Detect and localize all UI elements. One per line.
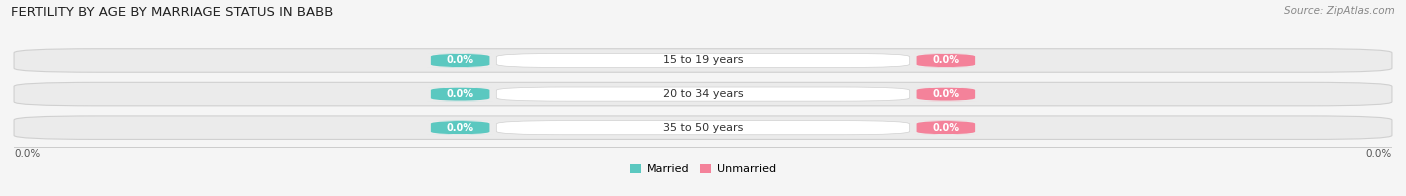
Text: 0.0%: 0.0% [932,123,959,133]
Text: 0.0%: 0.0% [447,123,474,133]
Text: 0.0%: 0.0% [932,55,959,65]
FancyBboxPatch shape [912,54,979,68]
Text: 0.0%: 0.0% [447,55,474,65]
Text: 35 to 50 years: 35 to 50 years [662,123,744,133]
FancyBboxPatch shape [496,54,910,68]
Text: Source: ZipAtlas.com: Source: ZipAtlas.com [1284,6,1395,16]
Text: 20 to 34 years: 20 to 34 years [662,89,744,99]
Text: 0.0%: 0.0% [14,149,41,159]
FancyBboxPatch shape [427,54,494,68]
Text: 0.0%: 0.0% [447,89,474,99]
FancyBboxPatch shape [14,82,1392,106]
FancyBboxPatch shape [496,87,910,101]
FancyBboxPatch shape [427,87,494,101]
FancyBboxPatch shape [14,116,1392,139]
Text: 0.0%: 0.0% [932,89,959,99]
FancyBboxPatch shape [496,121,910,135]
Text: 15 to 19 years: 15 to 19 years [662,55,744,65]
Text: 0.0%: 0.0% [1365,149,1392,159]
FancyBboxPatch shape [427,121,494,135]
FancyBboxPatch shape [14,49,1392,72]
Text: FERTILITY BY AGE BY MARRIAGE STATUS IN BABB: FERTILITY BY AGE BY MARRIAGE STATUS IN B… [11,6,333,19]
FancyBboxPatch shape [912,87,979,101]
FancyBboxPatch shape [912,121,979,135]
Legend: Married, Unmarried: Married, Unmarried [626,160,780,179]
